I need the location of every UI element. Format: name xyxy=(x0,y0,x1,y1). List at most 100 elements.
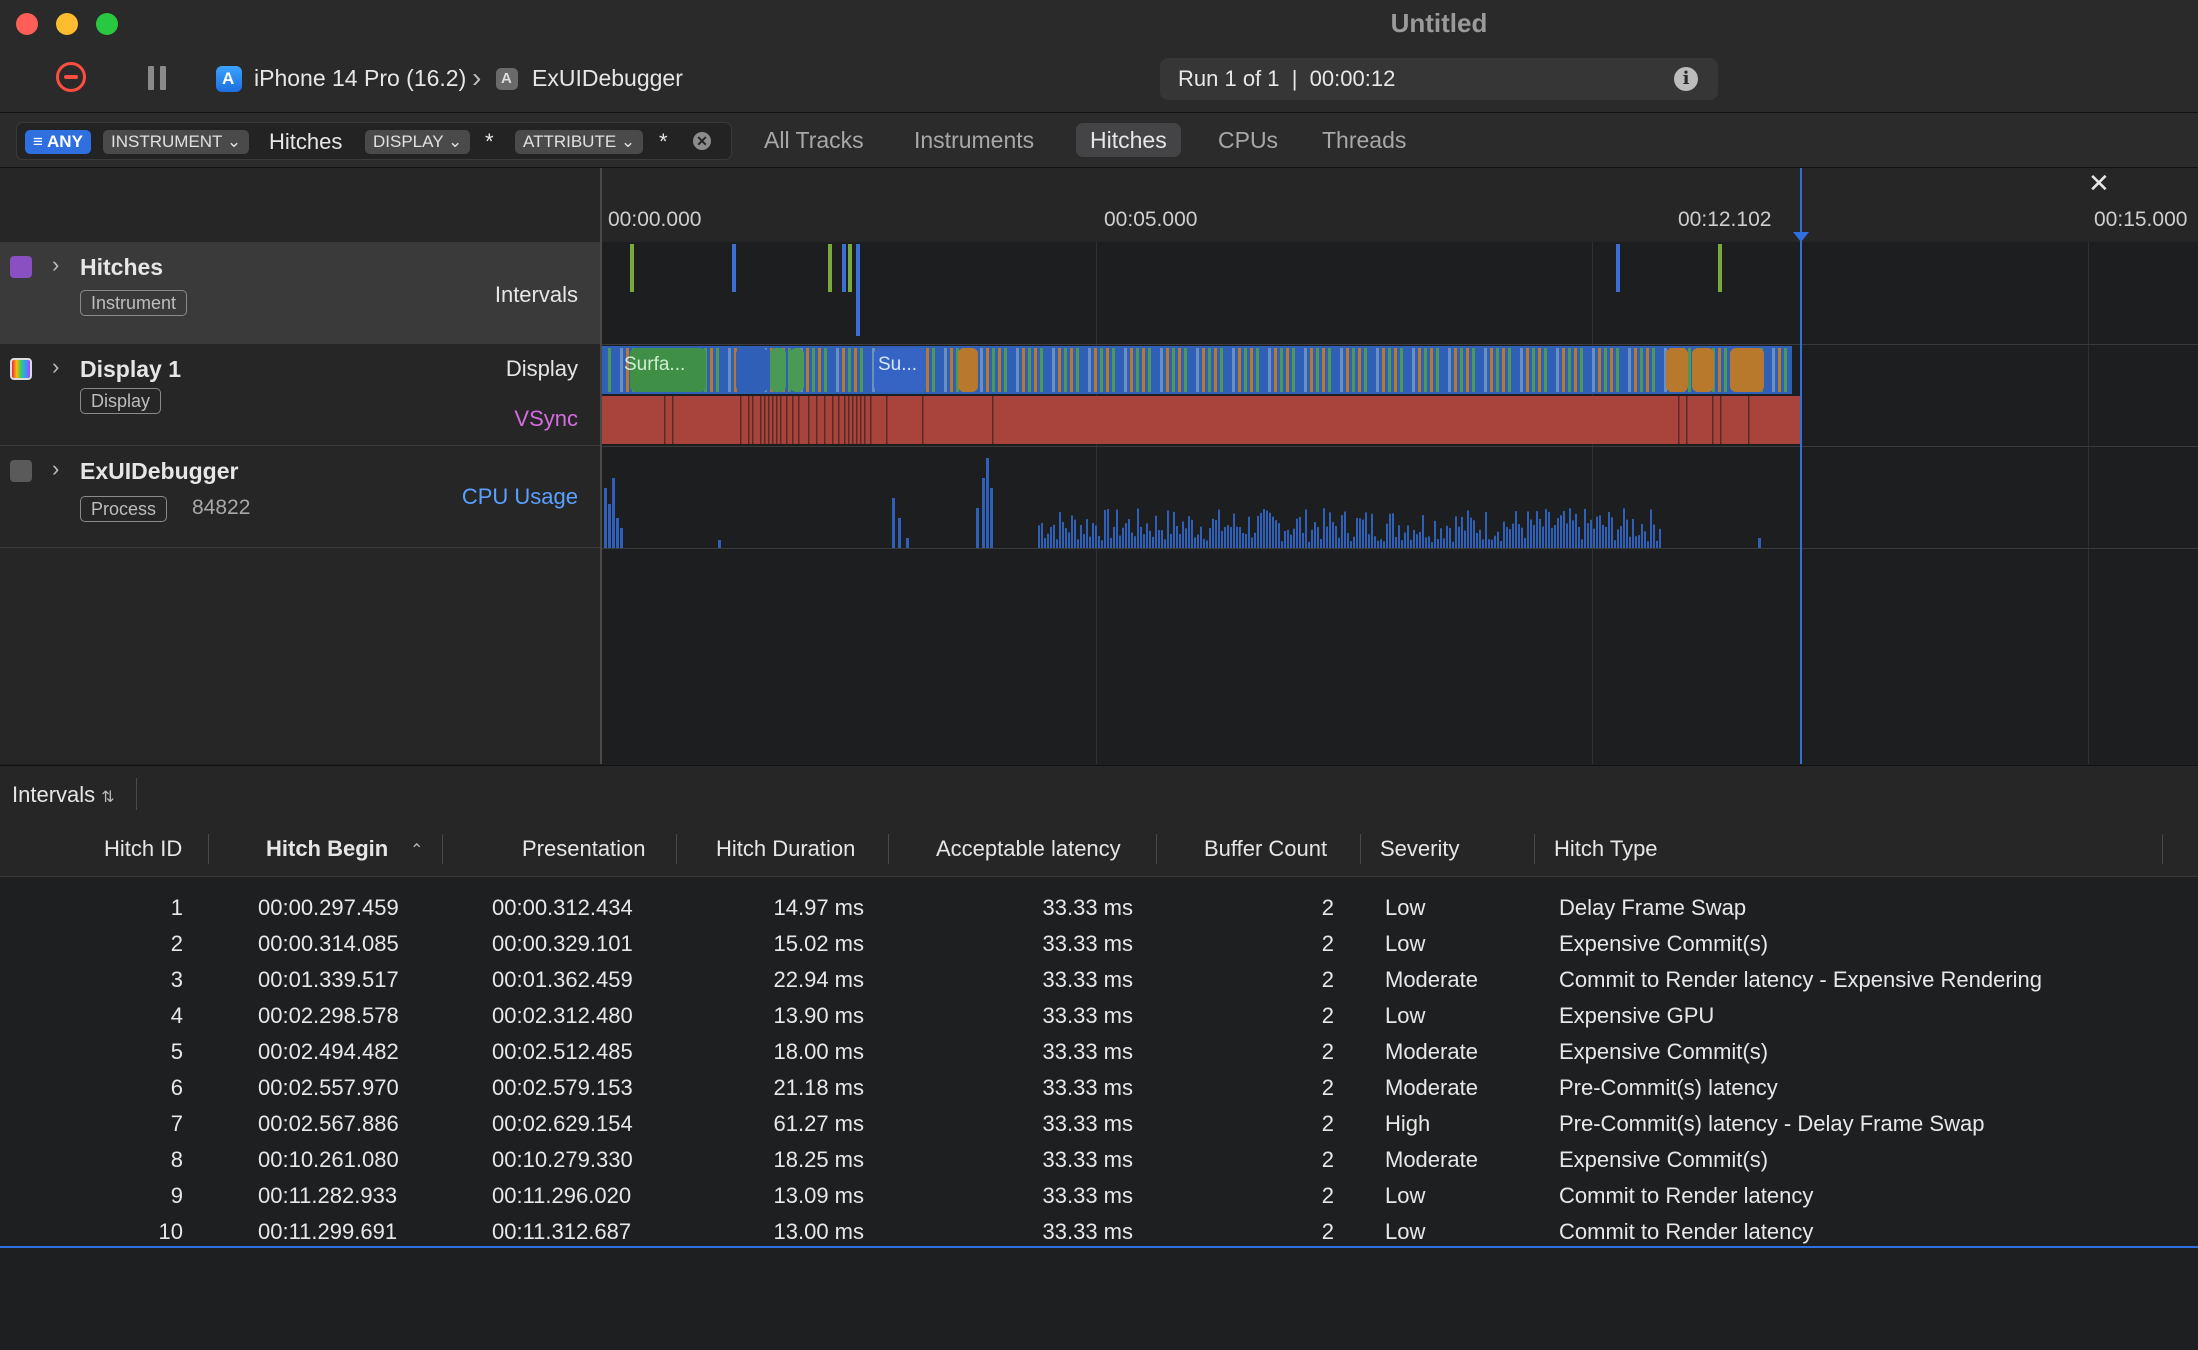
cpu-bar xyxy=(1659,528,1661,548)
table-cell: 33.33 ms xyxy=(1042,1039,1134,1064)
display-surface xyxy=(1490,348,1493,392)
table-cell: 00:02.512.485 xyxy=(492,1039,633,1064)
cpu-bar xyxy=(1407,525,1409,548)
expand-chevron-icon[interactable]: › xyxy=(52,456,60,481)
table-row[interactable]: 3 00:01.339.517 00:01.362.459 22.94 ms 33.33… xyxy=(0,961,2198,997)
tab-cpus[interactable]: CPUs xyxy=(1218,127,1279,153)
track-row-hitches[interactable]: › Hitches Instrument Intervals xyxy=(0,242,600,344)
zoom-window-button[interactable] xyxy=(96,13,118,35)
table-cell: Low xyxy=(1385,1219,1426,1244)
tab-hitches[interactable]: Hitches xyxy=(1076,123,1181,157)
tab-threads[interactable]: Threads xyxy=(1322,127,1407,153)
tab-all-tracks[interactable]: All Tracks xyxy=(764,127,864,153)
column-presentation[interactable]: Presentation xyxy=(522,836,646,861)
table-cell: 2 xyxy=(1321,1003,1334,1028)
pause-button[interactable] xyxy=(148,66,168,90)
track-title: Display 1 xyxy=(80,356,181,382)
table-row[interactable]: 4 00:02.298.578 00:02.312.480 13.90 ms 33.33… xyxy=(0,997,2198,1033)
display-surface xyxy=(1208,348,1211,392)
column-hitch-type[interactable]: Hitch Type xyxy=(1554,836,1658,861)
cpu-bar xyxy=(1491,539,1493,548)
vsync-line xyxy=(844,396,846,444)
info-icon[interactable]: i xyxy=(1674,67,1698,91)
display-surface xyxy=(1280,348,1283,392)
track-filter-field[interactable]: ≡ ANY INSTRUMENT ⌄ Hitches DISPLAY ⌄ * A… xyxy=(16,122,732,160)
table-cell: 18.25 ms xyxy=(773,1147,865,1172)
cpu-bar xyxy=(1515,511,1517,548)
filter-display-token[interactable]: DISPLAY ⌄ xyxy=(365,130,471,154)
timeline-lanes[interactable]: Surfa... Su... xyxy=(602,242,2198,764)
minimize-window-button[interactable] xyxy=(56,13,78,35)
table-row[interactable]: 5 00:02.494.482 00:02.512.485 18.00 ms 33.33… xyxy=(0,1033,2198,1069)
cpu-bar xyxy=(1656,540,1658,548)
table-row[interactable]: 9 00:11.282.933 00:11.296.020 13.09 ms 33.33… xyxy=(0,1177,2198,1213)
column-hitch-id[interactable]: Hitch ID xyxy=(104,836,183,861)
lane-label-display: Display xyxy=(505,356,578,381)
close-window-button[interactable] xyxy=(16,13,38,35)
display-surface xyxy=(1106,348,1109,392)
cpu-bar xyxy=(1443,538,1445,548)
display-surface xyxy=(986,348,989,392)
table-cell: 13.09 ms xyxy=(773,1183,865,1208)
display-surface xyxy=(1184,348,1187,392)
cpu-bar xyxy=(1350,541,1352,548)
cpu-bar xyxy=(1521,527,1523,548)
column-hitch-duration[interactable]: Hitch Duration xyxy=(716,836,856,861)
display-surface xyxy=(1646,348,1649,392)
cpu-bar xyxy=(1146,523,1148,548)
table-row[interactable]: 10 00:11.299.691 00:11.312.687 13.00 ms 33.3… xyxy=(0,1213,2198,1249)
cpu-bar xyxy=(1077,539,1079,548)
table-row[interactable]: 6 00:02.557.970 00:02.579.153 21.18 ms 33.33… xyxy=(0,1069,2198,1105)
cpu-bar xyxy=(1209,527,1211,548)
time-ruler[interactable]: 00:00.000 00:05.000 00:12.102 00:15.000 xyxy=(602,168,2198,242)
vsync-line xyxy=(792,396,794,444)
cpu-bar xyxy=(1467,510,1469,548)
stop-record-button[interactable] xyxy=(56,62,86,92)
track-row-process[interactable]: › ExUIDebugger Process 84822 CPU Usage xyxy=(0,446,600,548)
column-hitch-begin[interactable]: Hitch Begin xyxy=(266,836,389,861)
table-row[interactable]: 8 00:10.261.080 00:10.279.330 18.25 ms 33.33… xyxy=(0,1141,2198,1177)
cpu-bar xyxy=(1416,534,1418,548)
close-icon[interactable]: ✕ xyxy=(2088,168,2110,198)
playhead-handle[interactable] xyxy=(1793,232,1809,242)
device-selector[interactable]: iPhone 14 Pro (16.2) xyxy=(254,65,467,91)
table-row[interactable]: 7 00:02.567.886 00:02.629.154 61.27 ms 33.33… xyxy=(0,1105,2198,1141)
tab-instruments[interactable]: Instruments xyxy=(914,127,1035,153)
target-app-selector[interactable]: ExUIDebugger xyxy=(532,65,683,91)
column-acceptable-latency[interactable]: Acceptable latency xyxy=(936,836,1121,861)
cpu-bar xyxy=(1242,533,1244,548)
cpu-bar xyxy=(1191,519,1193,548)
table-cell: 33.33 ms xyxy=(1042,967,1134,992)
display-icon xyxy=(10,358,32,380)
cpu-bar xyxy=(1458,526,1460,548)
display-surface xyxy=(812,348,815,392)
table-row[interactable]: 1 00:00.297.459 00:00.312.434 14.97 ms 33.33… xyxy=(0,889,2198,925)
filter-instrument-token[interactable]: INSTRUMENT ⌄ xyxy=(103,130,250,154)
table-cell: Expensive Commit(s) xyxy=(1559,931,1769,956)
display-surface xyxy=(1178,348,1181,392)
display-surface xyxy=(1418,348,1421,392)
track-row-display[interactable]: › Display 1 Display Display VSync xyxy=(0,344,600,446)
filter-any-token[interactable]: ≡ ANY xyxy=(25,130,91,154)
detail-view-selector[interactable]: Intervals ⇅ xyxy=(12,782,115,807)
cpu-bar xyxy=(1317,527,1319,548)
expand-chevron-icon[interactable]: › xyxy=(52,252,60,277)
display-surface xyxy=(1352,348,1355,392)
display-surface xyxy=(1298,348,1301,392)
cpu-bar xyxy=(1149,530,1151,548)
expand-chevron-icon[interactable]: › xyxy=(52,354,60,379)
display-surface xyxy=(932,348,935,392)
display-surface xyxy=(1070,348,1073,392)
ruler-label: 00:12.102 xyxy=(1678,208,1772,231)
column-severity[interactable]: Severity xyxy=(1380,836,1460,861)
cpu-bar xyxy=(1497,531,1499,548)
column-buffer-count[interactable]: Buffer Count xyxy=(1204,836,1328,861)
track-type-badge[interactable]: Process xyxy=(80,496,168,522)
cpu-bar xyxy=(1485,512,1487,548)
display-surface xyxy=(1412,348,1415,392)
playhead[interactable] xyxy=(1800,168,1802,764)
table-row[interactable]: 2 00:00.314.085 00:00.329.101 15.02 ms 33.33… xyxy=(0,925,2198,961)
filter-attribute-token[interactable]: ATTRIBUTE ⌄ xyxy=(515,130,644,154)
cpu-bar xyxy=(1083,534,1085,548)
clear-filter-icon[interactable]: ✕ xyxy=(693,132,711,150)
